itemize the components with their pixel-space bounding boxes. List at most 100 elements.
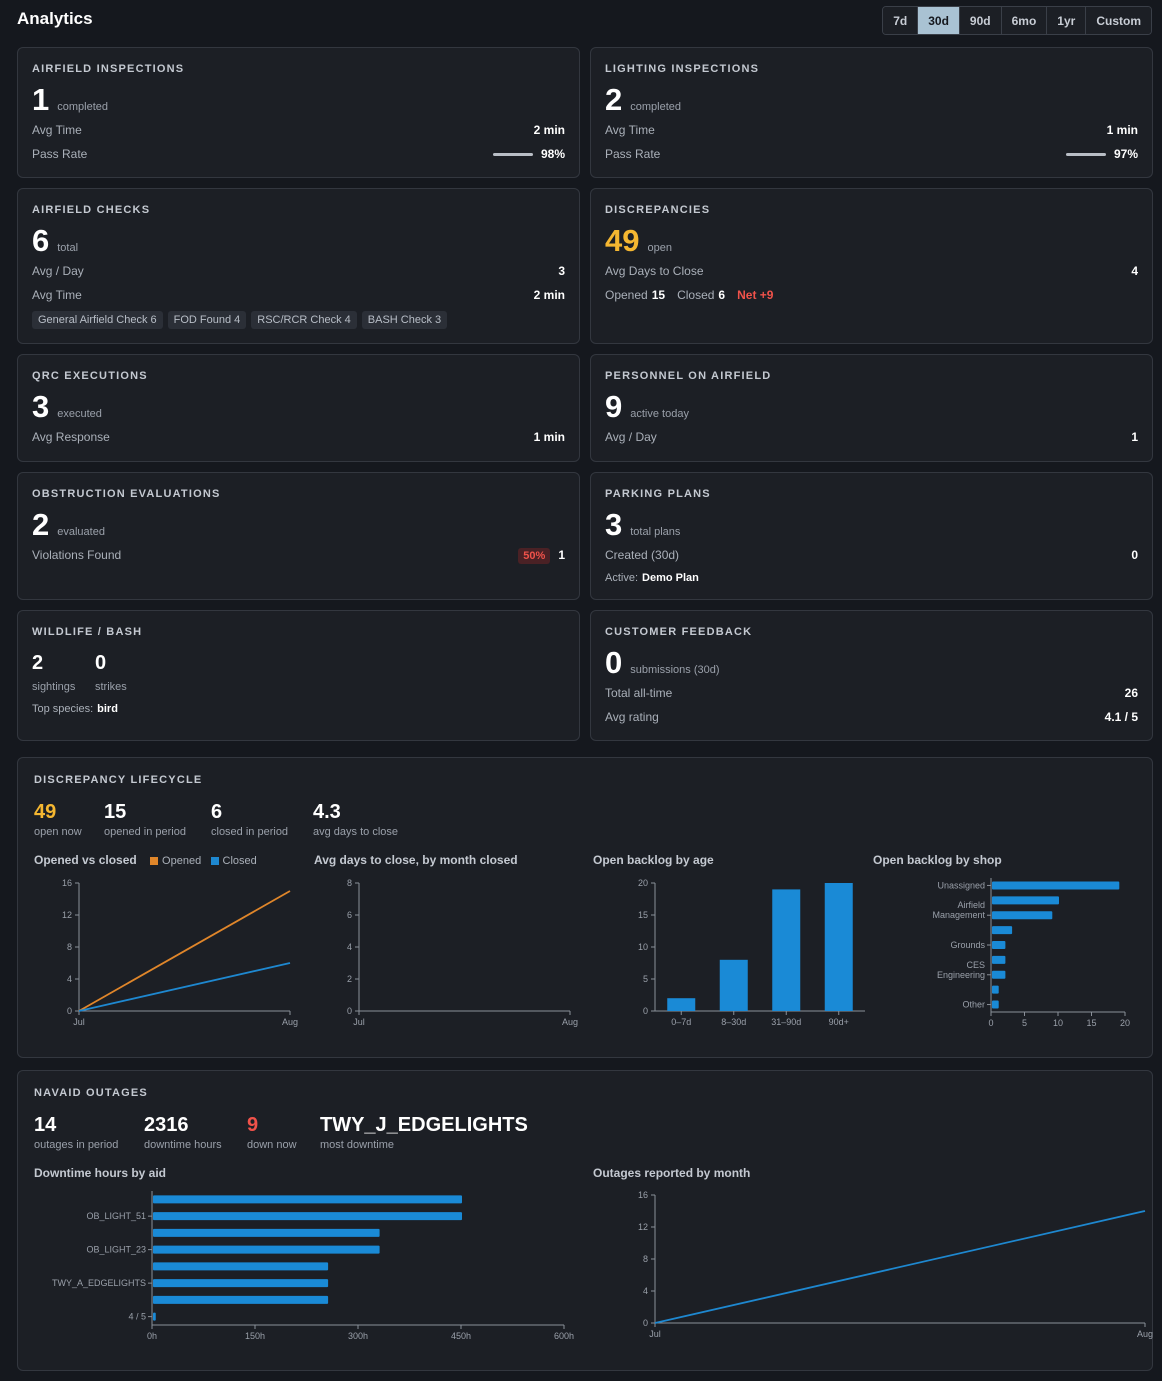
x-tick-label: Aug	[282, 1017, 298, 1027]
downtime-by-aid-chart: OB_LIGHT_51 OB_LIGHT_23 TWY_A_EDGELIGHTS 4 …	[52, 1191, 574, 1341]
y-tick-label: 4	[643, 1286, 648, 1296]
bar	[992, 896, 1059, 905]
avg-time-value: 2 min	[533, 288, 565, 302]
section-title: NAVAID OUTAGES	[34, 1087, 148, 1099]
inspections-count: 2	[605, 82, 623, 117]
avg-time-label: Avg Time	[32, 123, 82, 137]
x-tick-label: 20	[1120, 1018, 1130, 1028]
downtime-label: downtime hours	[144, 1139, 222, 1151]
closed-value: 6	[718, 288, 726, 302]
card-title: PARKING PLANS	[605, 488, 711, 500]
series-line-0	[654, 1210, 1146, 1324]
y-tick-label: 12	[638, 1222, 648, 1232]
avg-time-value: 2 min	[533, 123, 565, 137]
card-title: AIRFIELD CHECKS	[32, 204, 151, 216]
bar	[153, 1195, 462, 1204]
count-label: submissions (30d)	[630, 664, 720, 676]
opened-value: 15	[651, 288, 666, 302]
check-tag: BASH Check 3	[361, 311, 448, 329]
y-tick-label: 16	[638, 1190, 648, 1200]
range-1yr-button[interactable]: 1yr	[1047, 7, 1087, 34]
y-tick-label: 5	[643, 974, 648, 984]
x-tick-label: Jul	[353, 1017, 365, 1027]
personnel-count: 9	[605, 389, 623, 424]
x-tick-label: 600h	[554, 1331, 574, 1341]
y-tick-label: 12	[62, 910, 72, 920]
x-tick-label: 5	[1022, 1018, 1027, 1028]
violations-value: 1	[558, 548, 565, 562]
x-tick-label: 10	[1053, 1018, 1063, 1028]
count-label: total plans	[630, 526, 681, 538]
pass-rate-bar	[1065, 153, 1106, 157]
open-discrepancies-count: 49	[605, 223, 640, 258]
card-title: WILDLIFE / BASH	[32, 626, 143, 638]
parking-plans-card[interactable]: PARKING PLANS 3 total plans Created (30d)…	[590, 472, 1153, 600]
airfield-checks-card[interactable]: AIRFIELD CHECKS 6 total Avg / Day 3 Avg Ti…	[17, 188, 580, 344]
created-label: Created (30d)	[605, 548, 680, 562]
obstruction-evaluations-card[interactable]: OBSTRUCTION EVALUATIONS 2 evaluated Viola…	[17, 472, 580, 600]
range-6mo-button[interactable]: 6mo	[1001, 7, 1048, 34]
avg-days-label: avg days to close	[313, 826, 398, 838]
x-tick-label: 15	[1086, 1018, 1096, 1028]
discrepancies-card[interactable]: DISCREPANCIES 49 open Avg Days to Close 4 …	[590, 188, 1153, 344]
active-plan-value: Demo Plan	[642, 572, 699, 584]
x-tick-label: 31–90d	[771, 1017, 801, 1027]
check-tag: General Airfield Check 6	[32, 311, 163, 329]
bar	[719, 959, 748, 1011]
check-tag: RSC/RCR Check 4	[251, 311, 357, 329]
card-title: AIRFIELD INSPECTIONS	[32, 63, 185, 75]
y-tick-label: 8	[67, 942, 72, 952]
range-custom-button[interactable]: Custom	[1086, 7, 1151, 34]
backlog-age-chart-title: Open backlog by age	[593, 853, 714, 867]
most-downtime-value: TWY_J_EDGELIGHTS	[320, 1114, 528, 1136]
bar	[992, 911, 1053, 920]
closed-period-label: closed in period	[211, 826, 289, 838]
opened-label: Opened	[605, 288, 648, 302]
strikes-label: strikes	[95, 681, 127, 693]
total-value: 26	[1124, 686, 1138, 700]
bar	[992, 941, 1006, 949]
pass-rate-value: 98%	[540, 147, 565, 161]
avg-days-chart-title: Avg days to close, by month closed	[314, 853, 518, 867]
net-change: Net +9	[737, 288, 774, 302]
qrc-executions-card[interactable]: QRC EXECUTIONS 3 executed Avg Response 1 m…	[17, 354, 580, 462]
x-tick-label: 90d+	[829, 1017, 849, 1027]
avg-time-value: 1 min	[1106, 123, 1138, 137]
x-tick-label: Aug	[562, 1017, 578, 1027]
range-90d-button[interactable]: 90d	[959, 7, 1002, 34]
customer-feedback-card[interactable]: CUSTOMER FEEDBACK 0 submissions (30d) Tot…	[590, 610, 1153, 741]
bar	[153, 1228, 380, 1237]
range-7d-button[interactable]: 7d	[883, 7, 919, 34]
wildlife-bash-card[interactable]: WILDLIFE / BASH 2 sightings 0 strikes To…	[17, 610, 580, 741]
discrepancy-lifecycle-section: DISCREPANCY LIFECYCLE 49 open now 15 opene…	[17, 757, 1153, 1058]
bar	[153, 1262, 329, 1271]
y-tick-label: Unassigned	[937, 880, 985, 890]
legend-swatch-opened	[150, 857, 159, 866]
date-range-selector: 7d 30d 90d 6mo 1yr Custom	[882, 6, 1152, 35]
count-label: completed	[630, 101, 682, 113]
created-value: 0	[1131, 548, 1138, 562]
evaluations-count: 2	[32, 507, 50, 542]
card-title: QRC EXECUTIONS	[32, 370, 148, 382]
qrc-count: 3	[32, 389, 50, 424]
open-now-label: open now	[34, 826, 82, 838]
legend-swatch-closed	[210, 857, 219, 866]
x-tick-label: 450h	[451, 1331, 471, 1341]
personnel-card[interactable]: PERSONNEL ON AIRFIELD 9 active today Avg …	[590, 354, 1153, 462]
open-now-value: 49	[34, 801, 57, 823]
y-tick-label: Engineering	[937, 970, 985, 980]
plans-count: 3	[605, 507, 623, 542]
avg-day-label: Avg / Day	[605, 430, 657, 444]
airfield-inspections-card[interactable]: AIRFIELD INSPECTIONS 1 completed Avg Time…	[17, 47, 580, 178]
series-line-opened	[78, 890, 291, 1012]
y-tick-label: 0	[67, 1006, 72, 1016]
lighting-inspections-card[interactable]: LIGHTING INSPECTIONS 2 completed Avg Time…	[590, 47, 1153, 178]
y-tick-label: OB_LIGHT_51	[86, 1211, 146, 1221]
legend-closed: Closed	[210, 855, 257, 867]
avg-response-label: Avg Response	[32, 430, 110, 444]
range-30d-button[interactable]: 30d	[918, 7, 960, 34]
avg-response-value: 1 min	[533, 430, 565, 444]
outages-value: 14	[34, 1114, 57, 1136]
avg-days-close-value: 4	[1131, 264, 1138, 278]
x-tick-label: Jul	[73, 1017, 85, 1027]
